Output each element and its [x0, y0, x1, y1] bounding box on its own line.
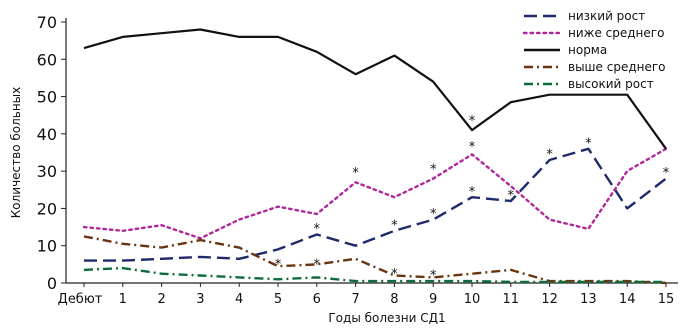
x-tick-label: 14: [619, 292, 636, 307]
y-tick-label: 10: [37, 237, 57, 256]
legend-label: норма: [568, 43, 607, 57]
y-tick-label: 70: [37, 13, 57, 32]
x-tick-label: 1: [119, 292, 127, 307]
series-line-2: [82, 147, 668, 240]
significance-star: *: [391, 267, 398, 282]
significance-markers: * * * * * * * * * * * * * * * *: [275, 114, 670, 284]
legend-label: низкий рост: [568, 9, 645, 23]
significance-star: *: [275, 257, 282, 272]
x-tick-label: 9: [429, 292, 437, 307]
series-line-1: [84, 147, 667, 262]
x-tick-label: 10: [464, 292, 481, 307]
x-tick-label: 2: [157, 292, 165, 307]
x-tick-label: 12: [541, 292, 558, 307]
x-tick-label: 15: [658, 292, 675, 307]
significance-star: *: [314, 222, 321, 237]
significance-star: *: [352, 166, 359, 181]
x-tick-label: 4: [235, 292, 243, 307]
significance-star: *: [430, 269, 437, 284]
legend-label: выше среднего: [568, 60, 666, 74]
series-line-3: [83, 28, 667, 150]
significance-star: *: [469, 185, 476, 200]
significance-star: *: [430, 162, 437, 177]
series-line-5: [83, 266, 666, 284]
y-tick-label: 60: [37, 50, 57, 69]
significance-star: *: [508, 189, 515, 204]
x-tick-label: 5: [274, 292, 282, 307]
significance-star: *: [585, 136, 592, 151]
significance-star: *: [391, 218, 398, 233]
significance-star: *: [469, 114, 476, 129]
significance-star: *: [469, 140, 476, 155]
significance-star: *: [663, 166, 670, 181]
x-tick-label: 6: [313, 292, 321, 307]
series-line-4: [83, 235, 667, 285]
y-tick-label: 30: [37, 162, 57, 181]
y-tick-label: 20: [37, 199, 57, 218]
significance-star: *: [314, 257, 321, 272]
x-tick-label: 13: [580, 292, 597, 307]
x-tick-label: 7: [351, 292, 359, 307]
x-axis-title: Годы болезни СД1: [328, 311, 445, 325]
y-tick-label: 40: [37, 125, 57, 144]
y-tick-label: 50: [37, 88, 57, 107]
legend-label: высокий рост: [568, 77, 654, 91]
legend-label: ниже среднего: [568, 26, 664, 40]
x-tick-label: Дебют: [58, 292, 103, 307]
legend: низкий рост ниже среднего норма выше средне…: [522, 9, 666, 91]
significance-star: *: [546, 148, 553, 163]
y-tick-label: 0: [47, 274, 57, 293]
y-axis-title: Количество больных: [9, 87, 23, 219]
x-tick-label: 3: [196, 292, 204, 307]
x-tick-label: 11: [503, 292, 520, 307]
series-lines: [82, 28, 668, 285]
significance-star: *: [430, 207, 437, 222]
x-tick-label: 8: [390, 292, 398, 307]
